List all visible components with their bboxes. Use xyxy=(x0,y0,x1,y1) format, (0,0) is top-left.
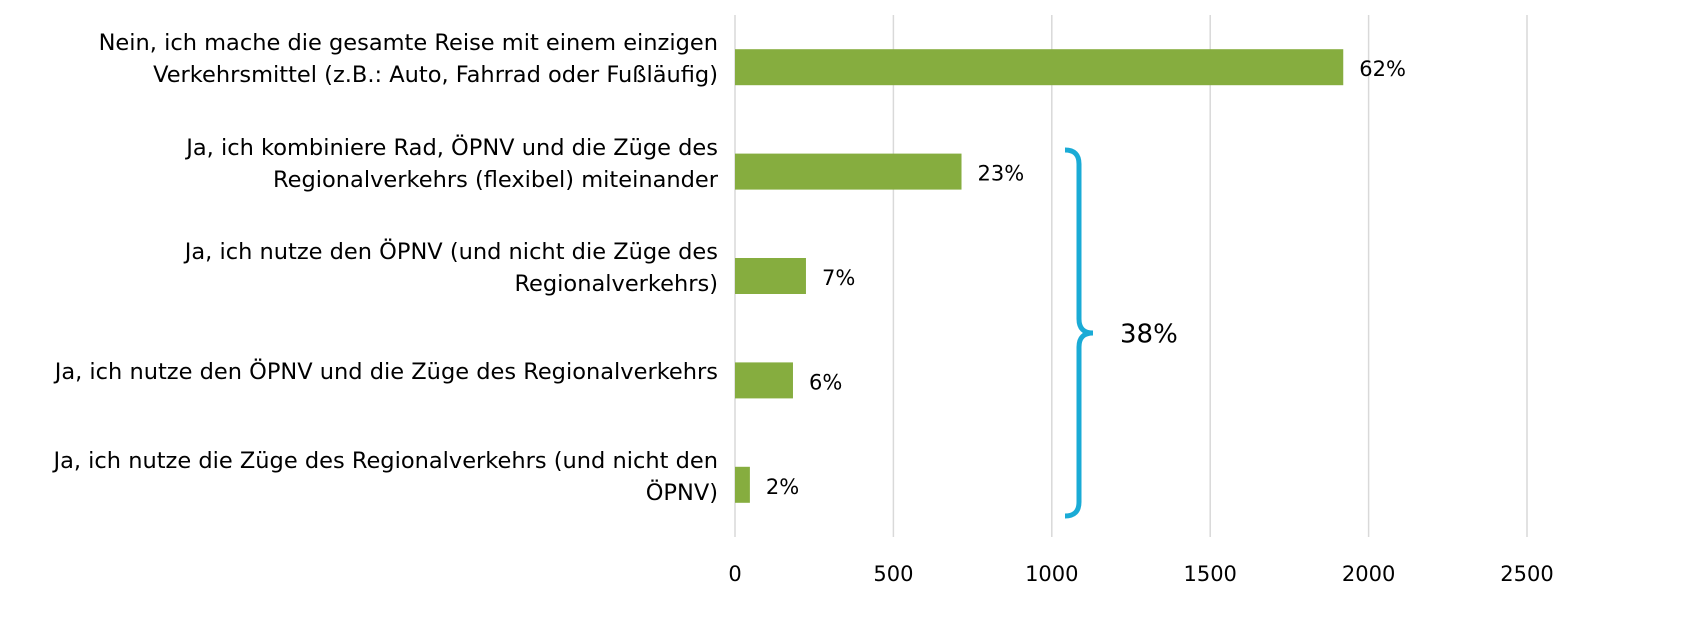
x-tick-label: 500 xyxy=(873,562,913,586)
bar xyxy=(735,49,1344,86)
bar xyxy=(735,466,750,503)
y-tick-label: Ja, ich nutze den ÖPNV (und nicht die Zü… xyxy=(184,238,718,297)
bar xyxy=(735,362,793,399)
y-tick-label: Ja, ich nutze den ÖPNV und die Züge des … xyxy=(54,359,718,386)
x-tick-label: 0 xyxy=(728,562,741,586)
x-tick-label: 2500 xyxy=(1500,562,1553,586)
x-tick-label: 1500 xyxy=(1183,562,1236,586)
y-tick-label: Ja, ich kombiniere Rad, ÖPNV und die Züg… xyxy=(186,134,718,193)
x-tick-label: 2000 xyxy=(1342,562,1395,586)
value-label: 7% xyxy=(822,266,855,290)
bar xyxy=(735,153,962,190)
brace xyxy=(1064,147,1094,519)
y-tick-label: Ja, ich nutze die Züge des Regionalverke… xyxy=(53,447,718,506)
bar xyxy=(735,258,806,294)
annotation: 38% xyxy=(1120,320,1178,350)
y-tick-label: Nein, ich mache die gesamte Reise mit ei… xyxy=(98,30,718,89)
value-label: 6% xyxy=(809,370,842,394)
value-label: 2% xyxy=(766,475,799,499)
x-tick-label: 1000 xyxy=(1025,562,1078,586)
value-label: 23% xyxy=(978,162,1025,186)
value-label: 62% xyxy=(1359,57,1406,81)
